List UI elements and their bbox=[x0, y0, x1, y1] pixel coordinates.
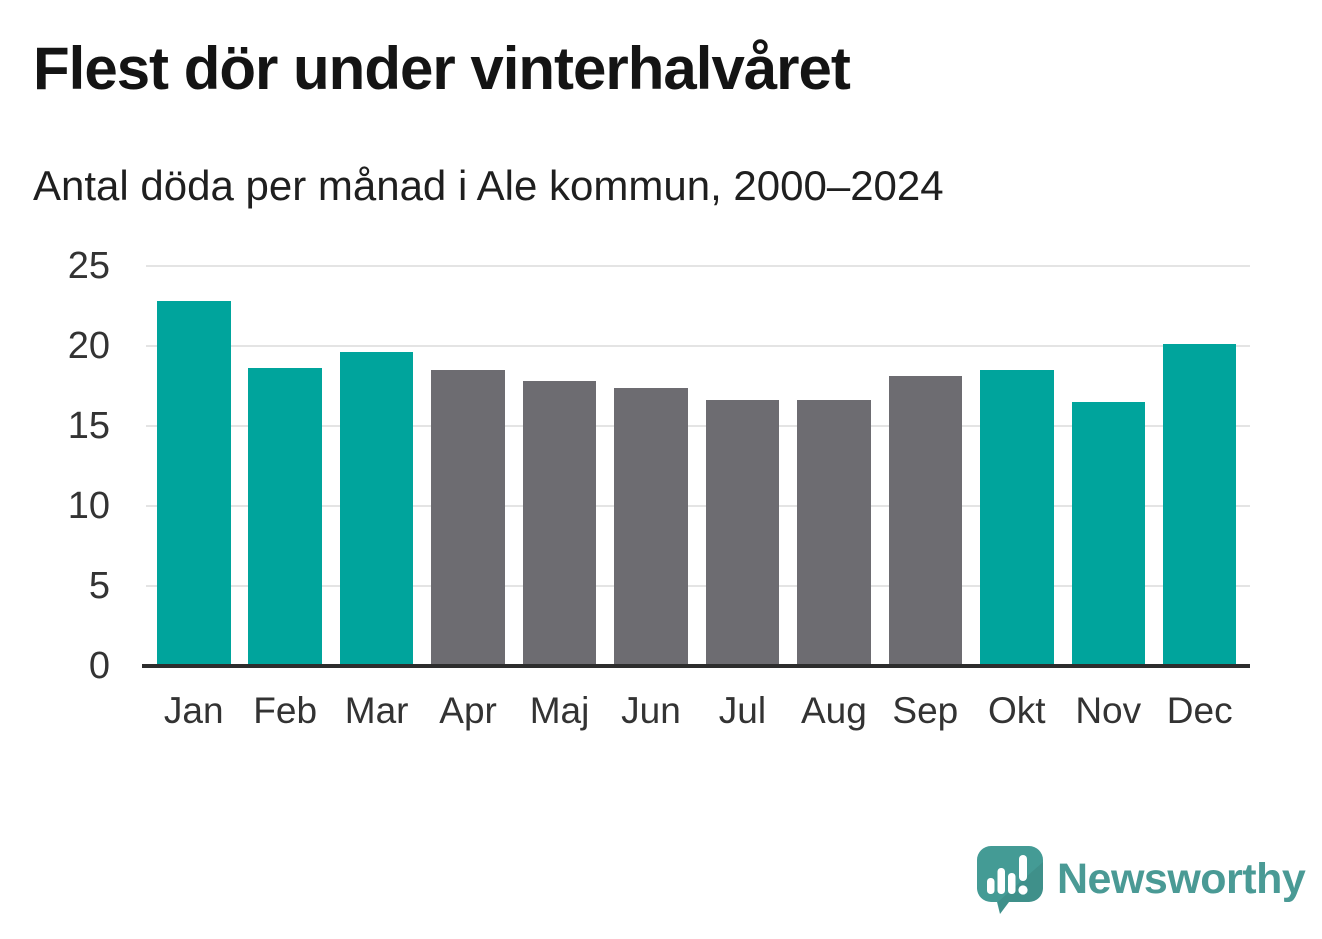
bar-jun bbox=[614, 387, 688, 666]
bar-mar bbox=[339, 352, 414, 666]
gridline-y-25 bbox=[146, 265, 1250, 267]
branding: Newsworthy bbox=[975, 844, 1306, 914]
bar-maj bbox=[522, 381, 597, 666]
gridline-y-20 bbox=[146, 345, 1250, 347]
chart-title: Flest dör under vinterhalvåret bbox=[33, 35, 851, 102]
y-axis-tick-label: 0 bbox=[88, 645, 110, 687]
bar-okt bbox=[980, 370, 1054, 666]
y-axis-tick-label: 10 bbox=[67, 485, 110, 527]
x-axis-label-feb: Feb bbox=[253, 690, 318, 731]
bar-jan bbox=[157, 301, 231, 666]
x-axis-label-aug: Aug bbox=[800, 690, 867, 731]
x-axis-label-apr: Apr bbox=[439, 690, 497, 731]
bar-jul bbox=[705, 400, 780, 666]
x-axis-label-maj: Maj bbox=[529, 690, 590, 731]
bar-dec bbox=[1162, 344, 1237, 666]
y-axis-tick-label: 5 bbox=[88, 565, 110, 607]
x-axis-label-jan: Jan bbox=[163, 690, 224, 731]
y-axis-tick-label: 15 bbox=[67, 405, 110, 447]
gridline-y-5 bbox=[146, 585, 1250, 587]
x-axis-line bbox=[142, 664, 1250, 668]
bar-sep bbox=[888, 376, 963, 666]
bar-nov bbox=[1071, 402, 1145, 666]
bar-apr bbox=[431, 370, 505, 666]
x-axis-label-jun: Jun bbox=[621, 690, 681, 731]
gridline-y-15 bbox=[146, 425, 1250, 427]
brand-name: Newsworthy bbox=[1057, 854, 1306, 903]
x-axis-label-jul: Jul bbox=[718, 690, 767, 731]
x-axis-label-dec: Dec bbox=[1166, 690, 1233, 731]
x-axis-label-mar: Mar bbox=[344, 690, 409, 731]
x-axis-label-sep: Sep bbox=[892, 690, 959, 731]
x-axis-label-nov: Nov bbox=[1075, 690, 1142, 731]
newsworthy-speech-bubble-chart-icon bbox=[977, 846, 1043, 914]
y-axis-tick-label: 25 bbox=[67, 245, 110, 287]
bar-chart: 0 5 10 15 20 25 Jan Feb Mar Apr Maj Jun Jul Aug Sep Okt… bbox=[68, 245, 1250, 731]
y-axis-tick-label: 20 bbox=[67, 325, 110, 367]
bar-aug bbox=[797, 400, 871, 666]
gridline-y-10 bbox=[146, 505, 1250, 507]
chart-subtitle: Antal döda per månad i Ale kommun, 2000–… bbox=[33, 162, 944, 209]
x-axis-label-okt: Okt bbox=[988, 690, 1046, 731]
bar-feb bbox=[248, 368, 322, 666]
